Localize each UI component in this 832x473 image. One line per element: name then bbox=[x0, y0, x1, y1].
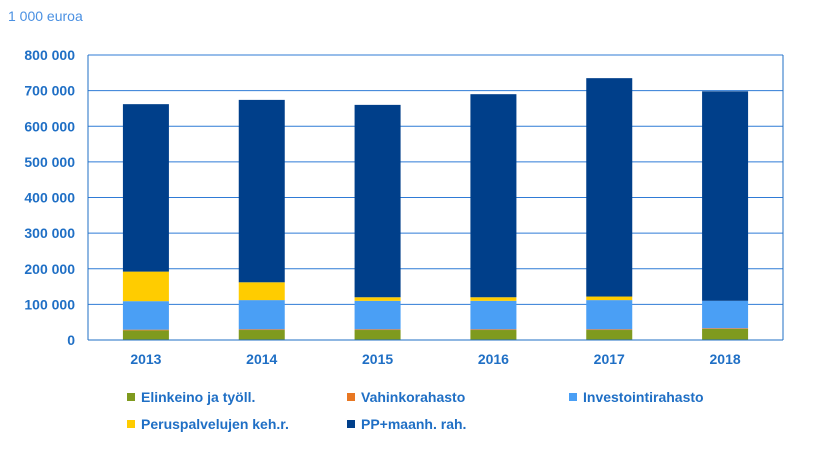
bar-segment bbox=[354, 300, 401, 330]
bar-segment bbox=[238, 282, 285, 301]
bar-segment bbox=[122, 330, 169, 340]
bar-segment bbox=[354, 297, 401, 301]
bar-segment bbox=[238, 300, 285, 330]
x-tick-label: 2017 bbox=[594, 351, 625, 367]
bar-segment bbox=[586, 296, 633, 301]
y-tick-label: 200 000 bbox=[24, 261, 75, 277]
bar-segment bbox=[122, 271, 169, 302]
y-tick-label: 500 000 bbox=[24, 154, 75, 170]
bars-layer bbox=[122, 78, 749, 340]
y-tick-label: 0 bbox=[67, 332, 75, 348]
bar-segment bbox=[238, 330, 285, 340]
bar-segment bbox=[354, 330, 401, 340]
bar-segment bbox=[122, 329, 169, 331]
bar-segment bbox=[702, 300, 749, 329]
y-tick-label: 400 000 bbox=[24, 190, 75, 206]
bar-segment bbox=[238, 329, 285, 331]
bar-segment bbox=[586, 78, 633, 297]
bar-segment bbox=[238, 99, 285, 283]
bar-segment bbox=[586, 329, 633, 331]
bar-segment bbox=[470, 297, 517, 301]
bar-segment bbox=[122, 301, 169, 330]
y-tick-label: 700 000 bbox=[24, 83, 75, 99]
x-tick-label: 2013 bbox=[130, 351, 161, 367]
bar-segment bbox=[586, 330, 633, 340]
bar-segment bbox=[586, 300, 633, 330]
bar-segment bbox=[470, 329, 517, 331]
axes-layer: 0 100 000 200 000 300 000 400 000 500 000 600 … bbox=[24, 47, 784, 367]
y-tick-label: 800 000 bbox=[24, 47, 75, 63]
x-tick-label: 2016 bbox=[478, 351, 509, 367]
bar-segment bbox=[702, 328, 749, 340]
bar-segment bbox=[354, 329, 401, 331]
bar-segment bbox=[354, 104, 401, 298]
bar-segment bbox=[470, 300, 517, 330]
unit-label: 1 000 euroa bbox=[8, 8, 83, 24]
bar-segment bbox=[702, 328, 749, 329]
y-tick-label: 600 000 bbox=[24, 118, 75, 134]
x-tick-label: 2014 bbox=[246, 351, 277, 367]
bar-segment bbox=[122, 104, 169, 272]
x-tick-label: 2015 bbox=[362, 351, 393, 367]
bar-segment bbox=[470, 94, 517, 298]
bar-segment bbox=[470, 330, 517, 340]
grid-lines bbox=[88, 54, 783, 305]
y-tick-label: 100 000 bbox=[24, 296, 75, 312]
bar-segment bbox=[702, 91, 749, 301]
x-tick-label: 2018 bbox=[710, 351, 741, 367]
y-tick-label: 300 000 bbox=[24, 225, 75, 241]
